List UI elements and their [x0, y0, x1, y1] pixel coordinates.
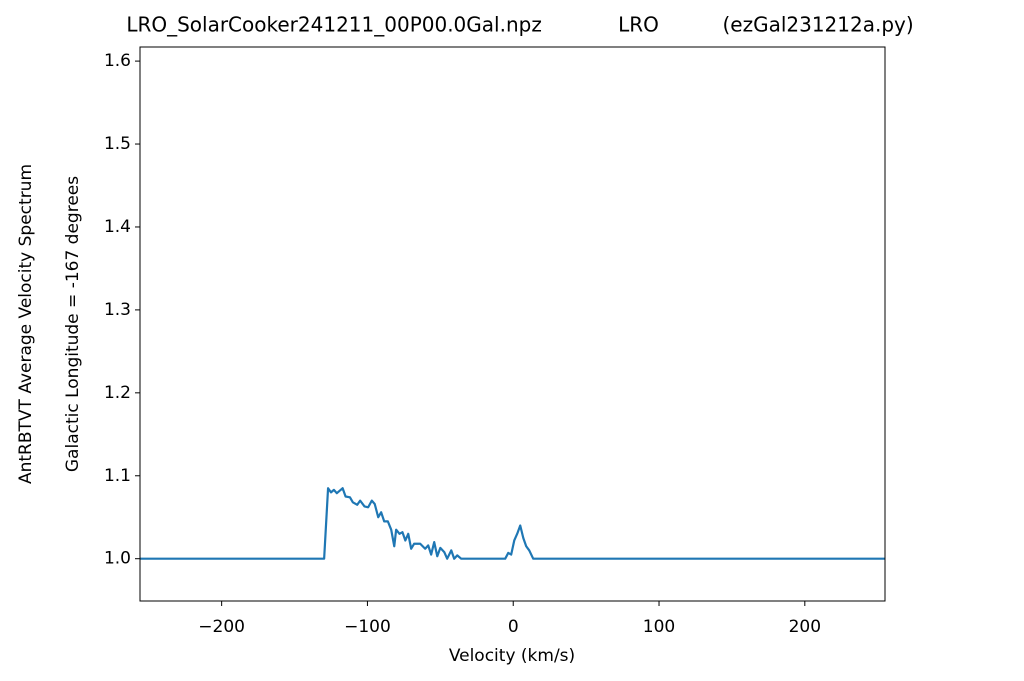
y-tick-label: 1.6: [104, 51, 131, 71]
x-tick-label: 100: [643, 617, 675, 637]
x-axis-label: Velocity (km/s): [449, 646, 575, 666]
x-tick-label: 0: [508, 617, 519, 637]
y-tick-label: 1.3: [104, 300, 131, 320]
x-tick-label: −100: [344, 617, 391, 637]
y-tick-label: 1.2: [104, 383, 131, 403]
series-line: [140, 487, 885, 560]
y-tick-label: 1.1: [104, 466, 131, 486]
y-tick-label: 1.4: [104, 217, 131, 237]
plot-frame: [139, 46, 886, 602]
chart-title: LRO_SolarCooker241211_00P00.0Gal.npz LRO…: [126, 13, 913, 37]
y-tick-label: 1.5: [104, 134, 131, 154]
y-axis-label: AntRBTVT Average Velocity Spectrum: [16, 164, 36, 484]
y-axis-label: Galactic Longitude = -167 degrees: [63, 176, 83, 472]
y-tick-label: 1.0: [104, 549, 131, 569]
x-tick-label: 200: [789, 617, 821, 637]
x-tick-label: −200: [198, 617, 245, 637]
